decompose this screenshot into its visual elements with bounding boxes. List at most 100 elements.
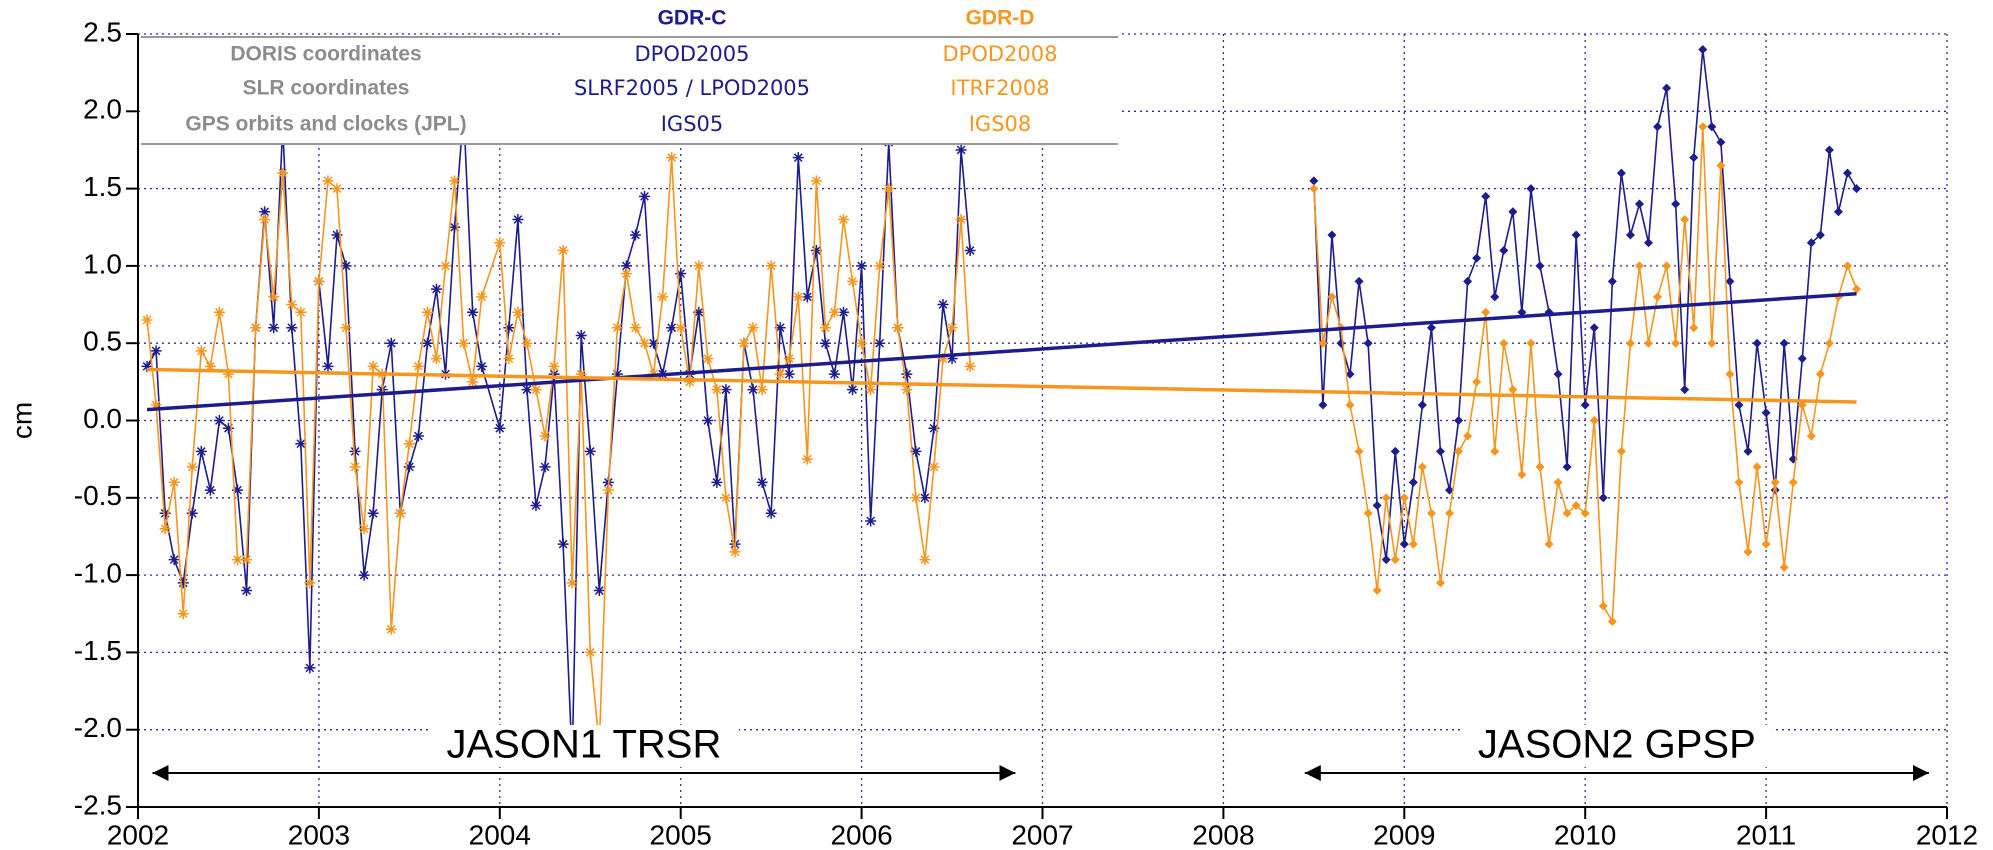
point	[1743, 446, 1753, 456]
point	[1472, 377, 1482, 387]
point	[729, 546, 741, 558]
point	[910, 445, 922, 457]
point	[177, 608, 189, 620]
point	[322, 175, 334, 187]
point	[738, 337, 750, 349]
point	[1806, 431, 1816, 441]
point	[629, 229, 641, 241]
plot-area: JASON1 TRSR JASON2 GPSP	[141, 44, 1929, 781]
point	[847, 384, 859, 396]
point	[213, 306, 225, 318]
point	[512, 214, 524, 226]
point	[711, 476, 723, 488]
point	[783, 353, 795, 365]
point	[620, 260, 632, 272]
point	[792, 291, 804, 303]
point	[412, 430, 424, 442]
point	[467, 306, 479, 318]
table-cell: IGS05	[661, 112, 724, 136]
point	[1318, 338, 1328, 348]
point	[666, 322, 678, 334]
point	[1354, 276, 1364, 286]
y-tick-label: 1.0	[83, 248, 122, 279]
point	[675, 322, 687, 334]
column-header: GDR-D	[966, 7, 1035, 30]
point	[566, 577, 578, 589]
point	[1761, 539, 1771, 549]
point	[1327, 292, 1337, 302]
point	[666, 152, 678, 164]
point	[937, 299, 949, 311]
x-tick-label: 2010	[1554, 819, 1616, 850]
point	[874, 260, 886, 272]
point	[1481, 191, 1491, 201]
point	[1381, 555, 1391, 565]
point	[1653, 122, 1663, 132]
point	[1788, 477, 1798, 487]
point	[1779, 338, 1789, 348]
point	[1689, 153, 1699, 163]
point	[1616, 446, 1626, 456]
point	[747, 322, 759, 334]
point	[819, 322, 831, 334]
point	[1553, 477, 1563, 487]
point	[412, 360, 424, 372]
point	[1417, 400, 1427, 410]
y-tick-label: -0.5	[74, 480, 122, 511]
point	[1797, 354, 1807, 364]
row-label: GPS orbits and clocks (JPL)	[185, 113, 466, 136]
point	[1408, 539, 1418, 549]
point	[1517, 470, 1527, 480]
point	[141, 360, 153, 372]
point	[331, 183, 343, 195]
point	[430, 353, 442, 365]
point	[1372, 586, 1382, 596]
point	[168, 554, 180, 566]
point	[259, 206, 271, 218]
x-tick-label: 2007	[1011, 819, 1073, 850]
point	[1598, 493, 1608, 503]
x-tick-label: 2005	[650, 819, 712, 850]
point	[521, 337, 533, 349]
point	[919, 554, 931, 566]
point	[1345, 400, 1355, 410]
point	[1390, 555, 1400, 565]
point	[648, 337, 660, 349]
point	[430, 283, 442, 295]
point	[1589, 323, 1599, 333]
point	[385, 623, 397, 635]
point	[1363, 508, 1373, 518]
point	[1680, 215, 1690, 225]
point	[720, 384, 732, 396]
point	[928, 422, 940, 434]
y-tick-label: 1.5	[83, 171, 122, 202]
point	[403, 438, 415, 450]
point	[801, 453, 813, 465]
point	[1716, 160, 1726, 170]
point	[1345, 369, 1355, 379]
table-cell: DPOD2005	[635, 42, 750, 66]
point	[874, 337, 886, 349]
point	[204, 484, 216, 496]
point	[919, 492, 931, 504]
x-tick-label: 2004	[469, 819, 531, 850]
point	[1562, 462, 1572, 472]
point	[1499, 338, 1509, 348]
point	[639, 337, 651, 349]
point	[819, 337, 831, 349]
y-tick-label: 2.0	[83, 94, 122, 125]
point	[1653, 292, 1663, 302]
annotation-bg	[428, 724, 739, 767]
point	[385, 337, 397, 349]
point	[693, 260, 705, 272]
point	[1309, 176, 1319, 186]
point	[946, 353, 958, 365]
point	[1571, 501, 1581, 511]
point	[711, 384, 723, 396]
point	[602, 484, 614, 496]
point	[1734, 400, 1744, 410]
point	[1852, 184, 1862, 194]
point	[1625, 338, 1635, 348]
point	[467, 376, 479, 388]
